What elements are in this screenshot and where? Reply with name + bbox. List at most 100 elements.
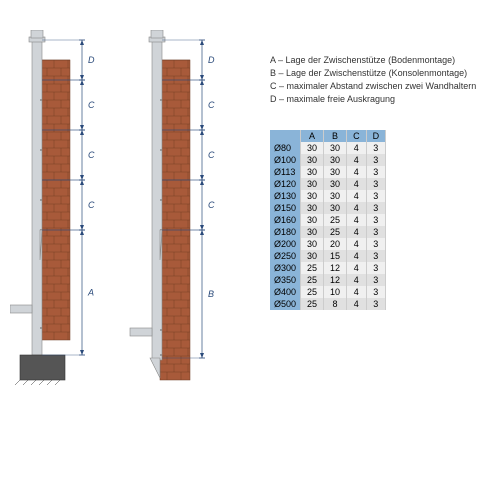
row-val: 20 (324, 238, 347, 250)
svg-text:C: C (208, 200, 215, 210)
row-dia: Ø80 (270, 142, 301, 154)
row-dia: Ø130 (270, 190, 301, 202)
svg-text:C: C (88, 150, 95, 160)
row-val: 30 (301, 142, 324, 154)
diagram-area: DCCCADCCCB (10, 30, 240, 390)
legend-c: C – maximaler Abstand zwischen zwei Wand… (270, 81, 495, 91)
legend-a: A – Lage der Zwischenstütze (Bodenmontag… (270, 55, 495, 65)
row-val: 4 (347, 154, 367, 166)
row-val: 3 (366, 214, 386, 226)
svg-text:C: C (208, 150, 215, 160)
table-row: Ø50025843 (270, 298, 386, 310)
table-header: B (324, 130, 347, 142)
row-dia: Ø350 (270, 274, 301, 286)
row-val: 3 (366, 142, 386, 154)
legend: A – Lage der Zwischenstütze (Bodenmontag… (270, 55, 495, 107)
row-val: 4 (347, 274, 367, 286)
row-val: 30 (301, 178, 324, 190)
row-val: 4 (347, 226, 367, 238)
row-val: 4 (347, 178, 367, 190)
legend-b: B – Lage der Zwischenstütze (Konsolenmon… (270, 68, 495, 78)
row-val: 4 (347, 166, 367, 178)
row-val: 3 (366, 154, 386, 166)
row-dia: Ø400 (270, 286, 301, 298)
table-row: Ø80303043 (270, 142, 386, 154)
row-val: 3 (366, 190, 386, 202)
row-val: 25 (301, 262, 324, 274)
row-val: 25 (324, 226, 347, 238)
row-val: 4 (347, 238, 367, 250)
svg-text:D: D (88, 55, 95, 65)
svg-text:A: A (87, 288, 94, 298)
row-dia: Ø150 (270, 202, 301, 214)
row-val: 30 (301, 238, 324, 250)
row-val: 3 (366, 238, 386, 250)
row-val: 25 (301, 274, 324, 286)
row-dia: Ø113 (270, 166, 301, 178)
row-val: 30 (301, 214, 324, 226)
row-val: 3 (366, 226, 386, 238)
table-row: Ø350251243 (270, 274, 386, 286)
table-row: Ø160302543 (270, 214, 386, 226)
row-val: 30 (301, 166, 324, 178)
row-val: 3 (366, 202, 386, 214)
svg-text:B: B (208, 289, 214, 299)
row-val: 8 (324, 298, 347, 310)
row-val: 30 (301, 202, 324, 214)
row-dia: Ø180 (270, 226, 301, 238)
svg-text:C: C (88, 100, 95, 110)
row-val: 30 (301, 154, 324, 166)
row-val: 30 (324, 202, 347, 214)
row-val: 30 (301, 226, 324, 238)
row-val: 3 (366, 298, 386, 310)
table-row: Ø180302543 (270, 226, 386, 238)
row-val: 30 (324, 142, 347, 154)
table-header: A (301, 130, 324, 142)
svg-text:C: C (88, 200, 95, 210)
row-val: 30 (301, 190, 324, 202)
row-val: 3 (366, 250, 386, 262)
table-row: Ø400251043 (270, 286, 386, 298)
row-val: 4 (347, 262, 367, 274)
table-row: Ø113303043 (270, 166, 386, 178)
row-dia: Ø160 (270, 214, 301, 226)
row-val: 30 (324, 166, 347, 178)
row-val: 4 (347, 202, 367, 214)
row-val: 15 (324, 250, 347, 262)
row-val: 3 (366, 166, 386, 178)
svg-text:C: C (208, 100, 215, 110)
table-row: Ø200302043 (270, 238, 386, 250)
data-table: ABCDØ80303043Ø100303043Ø113303043Ø120303… (270, 130, 386, 310)
row-val: 4 (347, 190, 367, 202)
row-dia: Ø100 (270, 154, 301, 166)
data-table-wrap: ABCDØ80303043Ø100303043Ø113303043Ø120303… (270, 130, 386, 310)
table-row: Ø150303043 (270, 202, 386, 214)
row-val: 3 (366, 178, 386, 190)
row-val: 4 (347, 142, 367, 154)
legend-d: D – maximale freie Auskragung (270, 94, 495, 104)
row-val: 10 (324, 286, 347, 298)
table-row: Ø120303043 (270, 178, 386, 190)
row-val: 4 (347, 214, 367, 226)
row-dia: Ø500 (270, 298, 301, 310)
row-val: 30 (324, 190, 347, 202)
diagram-svg: DCCCADCCCB (10, 30, 240, 390)
table-header: D (366, 130, 386, 142)
row-val: 3 (366, 274, 386, 286)
row-val: 12 (324, 274, 347, 286)
row-dia: Ø300 (270, 262, 301, 274)
row-dia: Ø120 (270, 178, 301, 190)
row-val: 4 (347, 286, 367, 298)
row-val: 3 (366, 286, 386, 298)
row-dia: Ø200 (270, 238, 301, 250)
row-val: 3 (366, 262, 386, 274)
row-val: 4 (347, 250, 367, 262)
row-val: 4 (347, 298, 367, 310)
row-val: 30 (324, 178, 347, 190)
row-val: 30 (301, 250, 324, 262)
table-header (270, 130, 301, 142)
row-val: 30 (324, 154, 347, 166)
row-val: 25 (301, 286, 324, 298)
table-header: C (347, 130, 367, 142)
row-dia: Ø250 (270, 250, 301, 262)
